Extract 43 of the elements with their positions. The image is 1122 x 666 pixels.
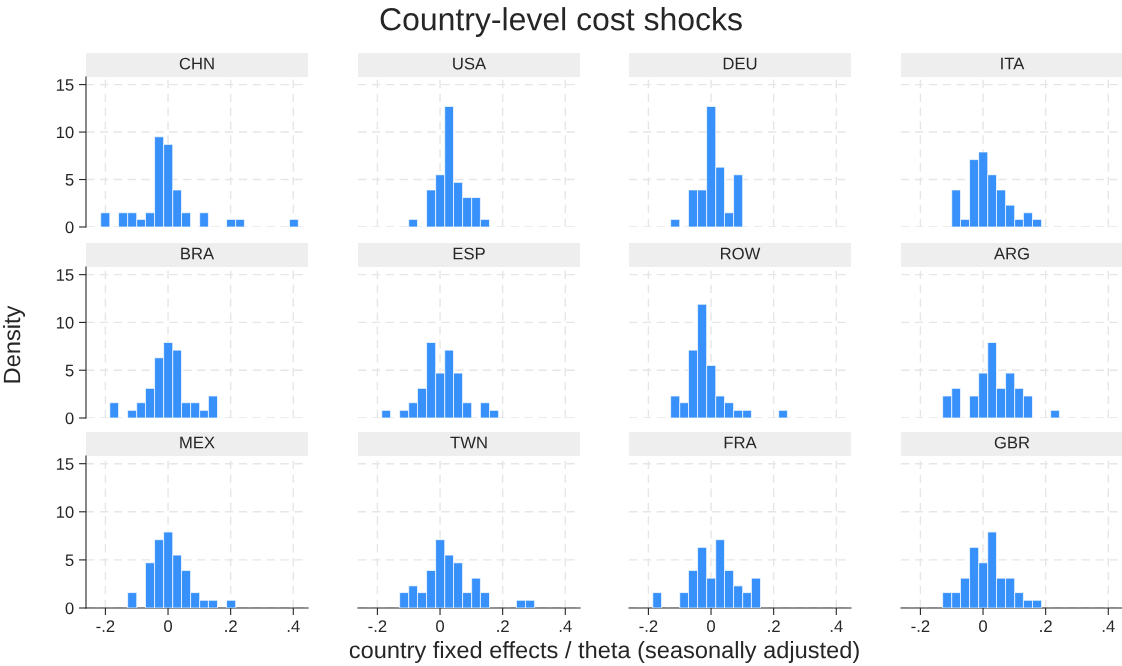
x-tick-label: .4 [287,620,300,632]
x-tick-label: .2 [497,620,509,632]
chart-title: ARG [993,247,1029,260]
x-tick-label: 0 [436,620,445,633]
x-tick-label: .4 [559,620,572,632]
y-tick-label: 10 [56,126,74,139]
x-tick-label: -.2 [368,620,387,632]
x-tick-label: .2 [225,620,237,632]
x-tick-label: 0 [979,620,988,633]
x-tick-label: -.2 [96,620,115,632]
y-tick-label: 0 [65,602,74,615]
chart-title: MEX [180,436,215,449]
x-axis-title: country fixed effects / theta (seasonally adjusted) [349,640,859,664]
y-tick-label: 15 [56,79,74,91]
x-tick-label: .4 [830,620,843,632]
x-tick-label: .2 [1040,620,1052,632]
x-tick-label: -.2 [639,620,658,632]
chart-title: DEU [723,57,757,70]
y-tick-label: 0 [65,221,74,234]
y-tick-label: 5 [65,174,74,186]
x-tick-label: .4 [1102,620,1115,632]
x-tick-label: 0 [164,620,173,633]
chart-title: ESP [453,247,485,260]
chart-title: USA [453,57,487,70]
chart-title: ROW [721,247,761,260]
y-tick-label: 5 [65,364,74,377]
chart-title: CHN [179,57,214,70]
x-tick-label: .2 [768,620,780,632]
text: Country-level cost shocks [380,7,742,37]
chart-title: GBR [994,436,1030,449]
chart-title: FRA [724,436,757,449]
y-axis-title: Density [3,305,25,383]
chart-title: TWN [450,436,487,449]
chart-title: ITA [1001,57,1025,70]
y-tick-label: 15 [56,269,74,281]
y-tick-label: 10 [56,506,74,518]
x-tick-label: 0 [707,620,716,633]
chart-title: BRA [181,247,215,260]
y-tick-label: 0 [65,412,74,425]
y-tick-label: 5 [65,554,74,567]
y-tick-label: 15 [56,458,74,470]
y-tick-label: 10 [56,316,74,329]
x-tick-label: -.2 [911,620,930,632]
